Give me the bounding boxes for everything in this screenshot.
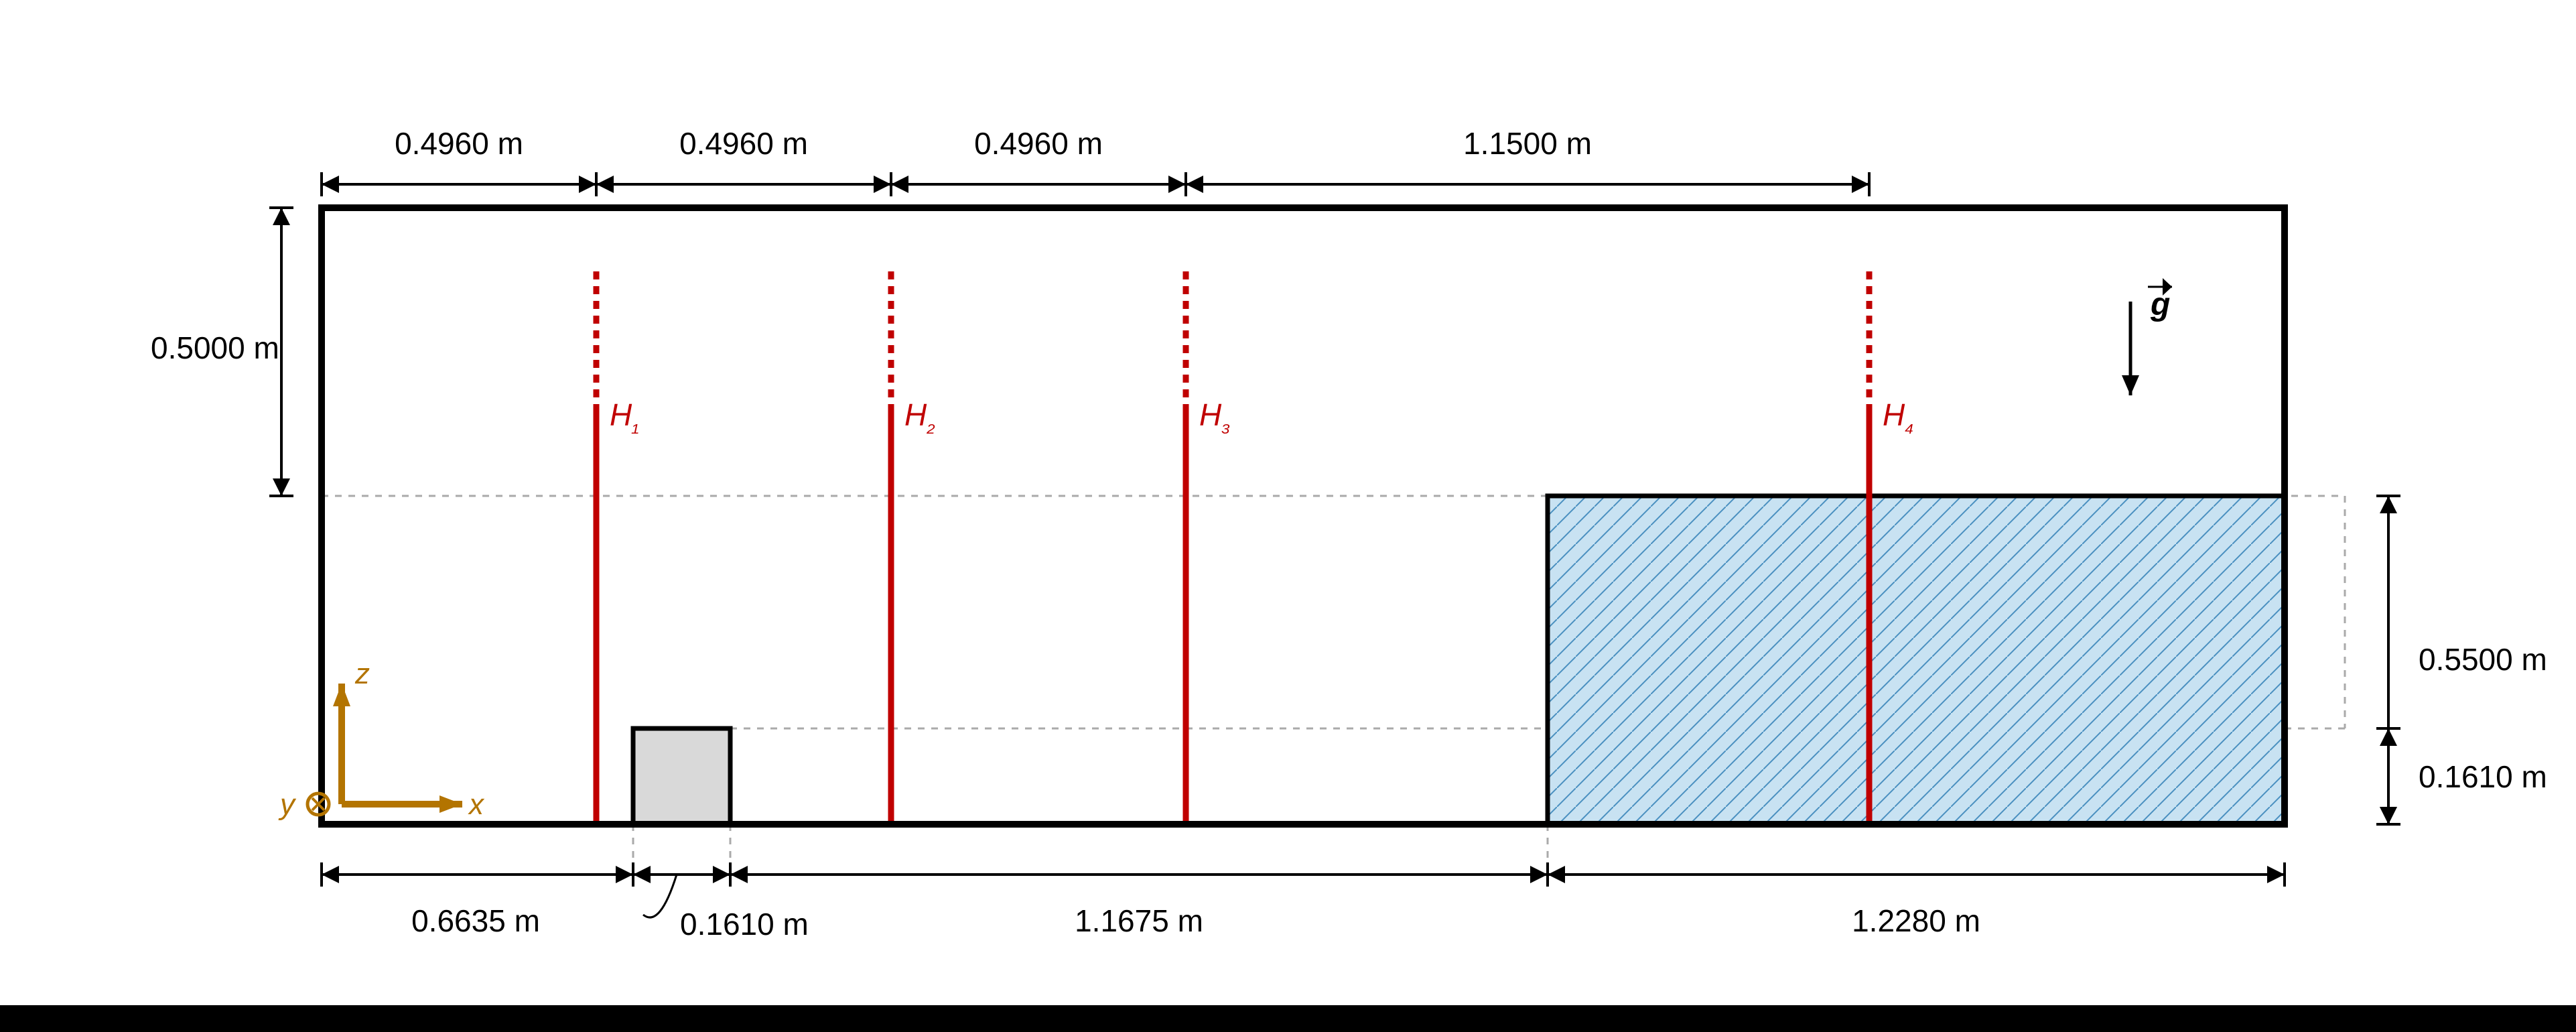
gravity-label: g bbox=[2150, 287, 2170, 322]
sensor-label-H1: H₁ bbox=[610, 397, 638, 436]
axis-y-label: y bbox=[278, 788, 297, 821]
dim-label: 0.1610 m bbox=[2419, 759, 2547, 794]
axis-x-label: x bbox=[468, 788, 485, 821]
svg-text:H₁: H₁ bbox=[610, 397, 638, 436]
water-block bbox=[1548, 496, 2285, 824]
dim-label: 1.2280 m bbox=[1852, 903, 1980, 938]
dim-label: 1.1500 m bbox=[1463, 126, 1592, 161]
svg-text:H₄: H₄ bbox=[1883, 397, 1913, 436]
dim-label: 0.4960 m bbox=[679, 126, 808, 161]
dim-label: 0.4960 m bbox=[395, 126, 523, 161]
dim-label: 1.1675 m bbox=[1075, 903, 1203, 938]
dim-label: 0.5000 m bbox=[151, 330, 279, 365]
footer-bar bbox=[0, 1005, 2576, 1032]
dim-label: 0.1610 m bbox=[680, 907, 809, 942]
svg-text:H₂: H₂ bbox=[904, 397, 935, 436]
sensor-label-H2: H₂ bbox=[904, 397, 935, 436]
dim-label: 0.4960 m bbox=[974, 126, 1103, 161]
sensor-label-H3: H₃ bbox=[1199, 397, 1230, 436]
sensor-label-H4: H₄ bbox=[1883, 397, 1913, 436]
dim-label: 0.6635 m bbox=[411, 903, 540, 938]
svg-text:H₃: H₃ bbox=[1199, 397, 1230, 436]
dim-label: 0.5500 m bbox=[2419, 642, 2547, 677]
obstacle-box bbox=[633, 728, 730, 824]
axis-z-label: z bbox=[354, 657, 370, 690]
